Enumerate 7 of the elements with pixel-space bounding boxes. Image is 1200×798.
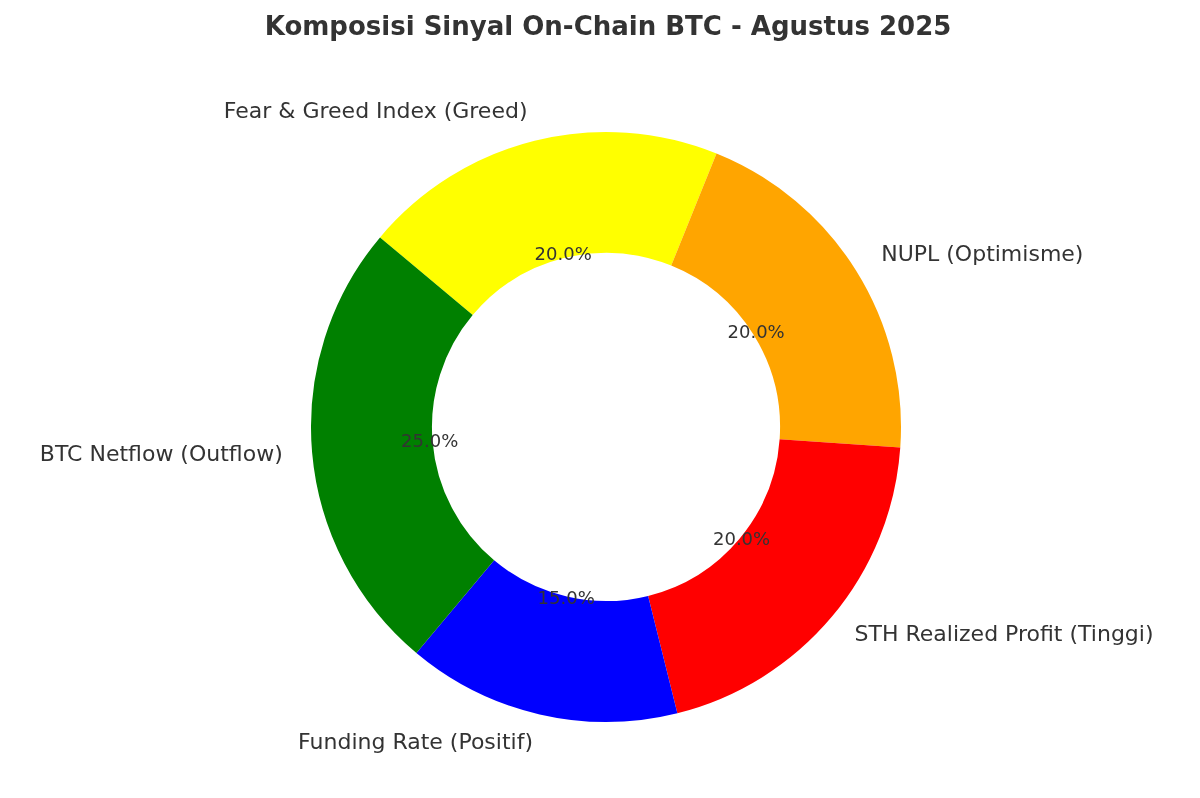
chart-title: Komposisi Sinyal On-Chain BTC - Agustus 2025 <box>264 10 952 41</box>
slice-label: NUPL (Optimisme) <box>881 240 1084 266</box>
slice-label: Funding Rate (Positif) <box>298 728 533 754</box>
slice-label: Fear & Greed Index (Greed) <box>223 97 528 123</box>
slice-label: STH Realized Profit (Tinggi) <box>854 621 1154 647</box>
slice-label: BTC Netflow (Outflow) <box>39 441 283 466</box>
data-label: 20.0% <box>534 242 592 264</box>
